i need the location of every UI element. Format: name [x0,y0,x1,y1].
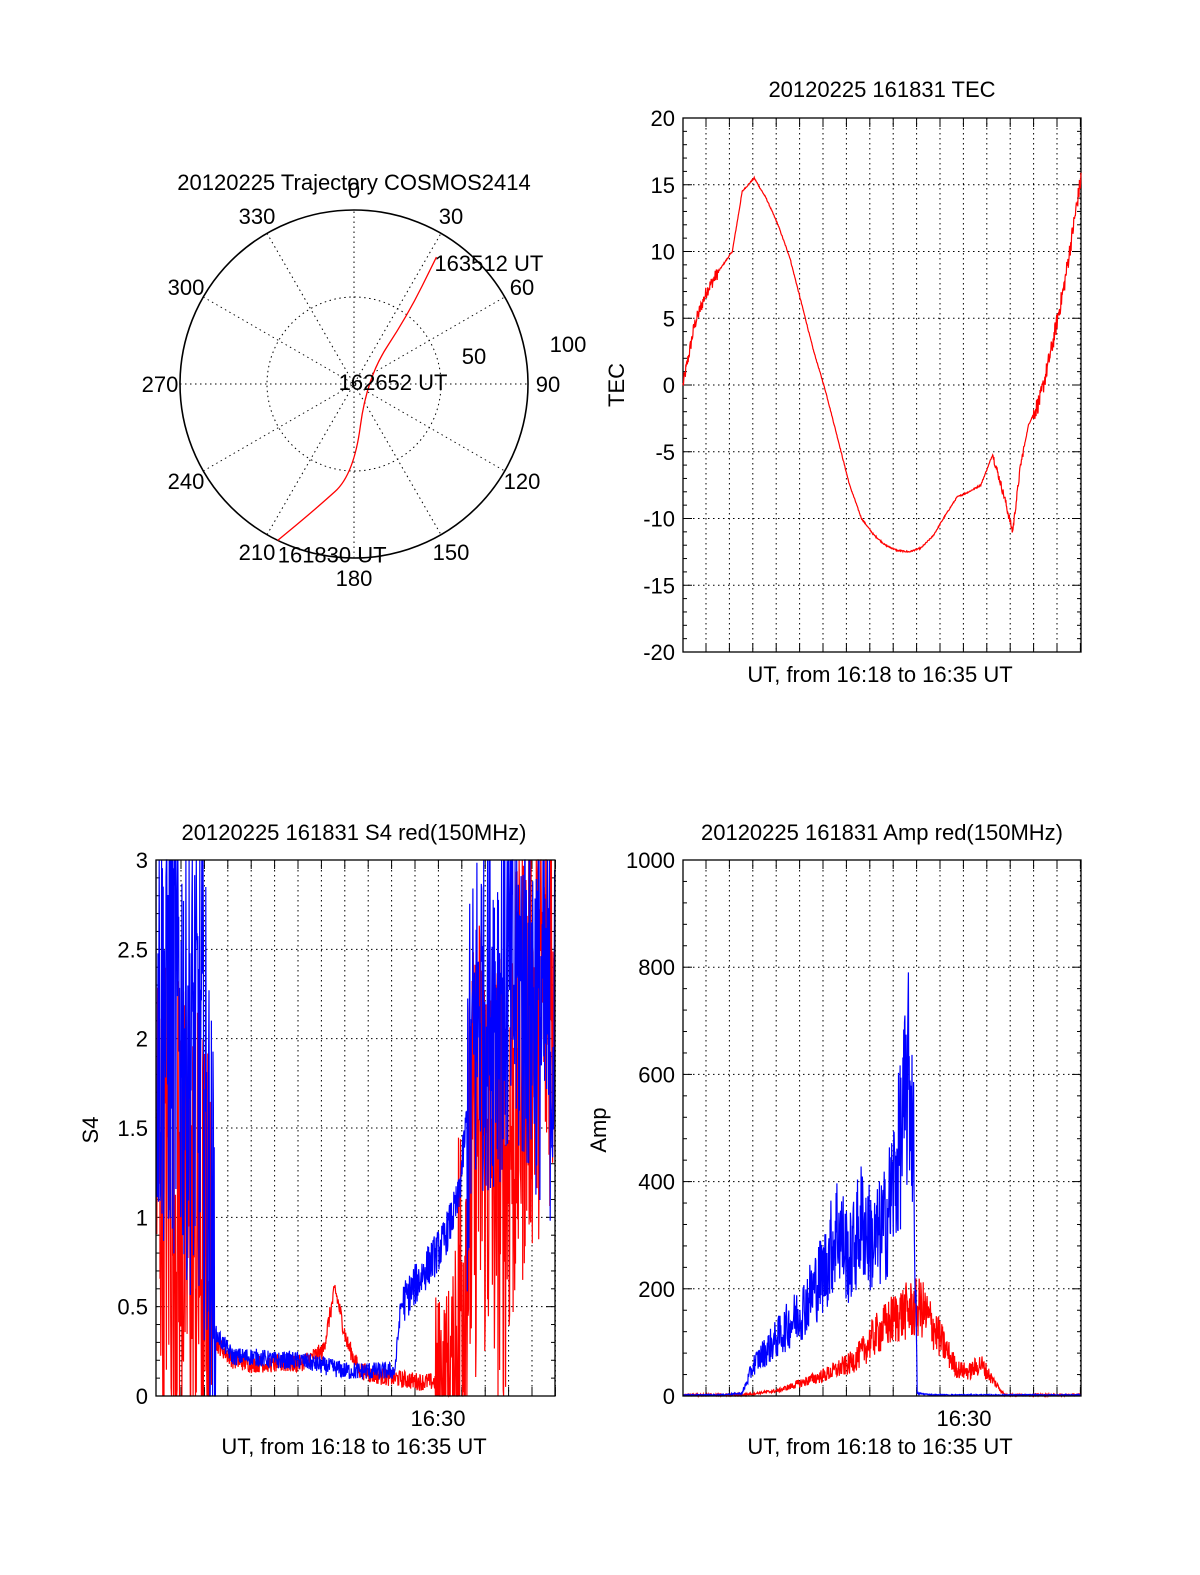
s4-series-blue [155,859,556,1397]
tec-title: 20120225 161831 TEC [768,77,995,102]
s4-grid [156,860,556,1396]
y-tick-label: 1000 [626,848,675,873]
polar-angle-label: 60 [510,275,534,300]
amp-xlabel: UT, from 16:18 to 16:35 UT [747,1434,1012,1459]
y-tick-label: -20 [643,640,675,665]
trajectory-series-line [277,256,438,541]
polar-spoke [266,233,442,535]
polar-angle-label: 330 [239,204,276,229]
s4-chart: 20120225 161831 S4 red(150MHz) 3 2.5 2 1.5 1… [78,820,556,1459]
s4-series-red [155,859,556,1398]
y-tick-label: 1 [136,1205,148,1230]
tec-xlabel: UT, from 16:18 to 16:35 UT [747,662,1012,687]
annotation-mid-time: 162652 UT [339,370,448,395]
polar-angle-labels: 0 30 60 90 120 150 180 210 240 270 300 330 [142,178,561,591]
tec-plot-frame [682,117,1082,653]
annotation-start-time: 161830 UT [278,542,387,567]
polar-angle-label: 240 [168,469,205,494]
tec-y-tick-labels: 20 15 10 5 0 -5 -10 -15 -20 [643,106,675,665]
tec-grid [683,118,1081,652]
y-tick-label: 400 [638,1170,675,1195]
polar-grid [180,210,528,558]
y-tick-label: 2.5 [117,937,148,962]
y-tick-label: 2 [136,1027,148,1052]
polar-spoke [203,296,505,472]
amp-series-red [682,1278,1081,1399]
y-tick-label: 0 [663,373,675,398]
polar-angle-label: 210 [239,540,276,565]
amp-plot-frame [682,859,1082,1397]
y-tick-label: -15 [643,573,675,598]
tec-chart: 20120225 161831 TEC 20151050-5-10-15-20 … [604,77,1082,687]
polar-angle-label: 150 [433,540,470,565]
polar-angle-label: 90 [536,372,560,397]
s4-xtick-1630: 16:30 [410,1406,465,1431]
polar-angle-label: 0 [348,178,360,203]
s4-title: 20120225 161831 S4 red(150MHz) [182,820,527,845]
tec-series-red [682,172,1082,554]
y-tick-label: 0.5 [117,1295,148,1320]
y-tick-label: 15 [651,173,675,198]
polar-radius-tick-50: 50 [462,344,486,369]
s4-ylabel: S4 [78,1117,103,1144]
polar-angle-label: 270 [142,372,179,397]
polar-spoke [266,233,442,535]
s4-xlabel: UT, from 16:18 to 16:35 UT [221,1434,486,1459]
s4-plot-frame [155,859,556,1397]
trajectory-polar-plot: 20120225 Trajectory COSMOS2414 0 30 60 90 12… [142,170,587,591]
polar-radius-tick-100: 100 [550,332,587,357]
amp-ylabel: Amp [586,1107,611,1152]
y-tick-label: 5 [663,306,675,331]
y-tick-label: 0 [136,1384,148,1409]
amp-chart: 20120225 161831 Amp red(150MHz) 1000 800 6… [586,820,1082,1459]
polar-angle-label: 180 [336,566,373,591]
amp-series-blue [682,972,1082,1397]
y-tick-label: -5 [655,440,675,465]
amp-title: 20120225 161831 Amp red(150MHz) [701,820,1063,845]
y-tick-label: 200 [638,1277,675,1302]
polar-angle-label: 30 [439,204,463,229]
y-tick-label: 800 [638,955,675,980]
amp-xtick-1630: 16:30 [936,1406,991,1431]
annotation-end-time: 163512 UT [434,251,543,276]
polar-outer-circle [179,209,529,559]
y-tick-label: 3 [136,848,148,873]
y-tick-label: -10 [643,507,675,532]
amp-y-tick-labels: 1000 800 600 400 200 0 [626,848,675,1409]
amp-minor-ticks [683,859,1081,1397]
polar-angle-label: 300 [168,275,205,300]
y-tick-label: 600 [638,1062,675,1087]
polar-title: 20120225 Trajectory COSMOS2414 [177,170,530,195]
tec-minor-ticks [683,117,1081,653]
amp-grid [683,860,1081,1396]
s4-y-tick-labels: 3 2.5 2 1.5 1 0.5 0 [117,848,148,1409]
polar-angle-label: 120 [504,469,541,494]
y-tick-label: 10 [651,240,675,265]
y-tick-label: 20 [651,106,675,131]
y-tick-label: 0 [663,1384,675,1409]
y-tick-label: 1.5 [117,1116,148,1141]
tec-ylabel: TEC [604,363,629,407]
polar-spoke [203,296,505,472]
